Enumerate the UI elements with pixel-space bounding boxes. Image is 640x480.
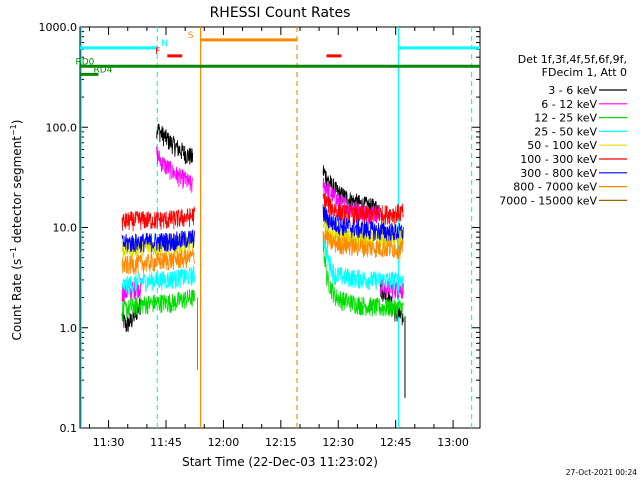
y-tick-label: 0.1 [60, 422, 78, 435]
data-series-trace [121, 277, 142, 304]
chart-title: RHESSI Count Rates [210, 5, 351, 21]
data-series-trace [121, 206, 196, 232]
legend-header-line-2: FDecim 1, Att 0 [542, 66, 627, 79]
flag-label-s: S [188, 31, 194, 41]
x-tick-label: 12:00 [208, 436, 240, 449]
footer-date: 27-Oct-2021 00:24 [566, 468, 637, 477]
x-tick-label: 11:45 [150, 436, 182, 449]
legend-header-line-1: Det 1f,3f,4f,5f,6f,9f, [518, 53, 627, 66]
data-series-trace [322, 231, 404, 292]
flag-label-n: N [161, 39, 168, 49]
y-axis-label-superscript: −1 [9, 247, 18, 259]
data-series-trace [322, 165, 381, 219]
x-tick-label: 12:15 [265, 436, 297, 449]
legend-entry-label: 300 - 800 keV [520, 167, 597, 180]
flag-label-f: F [155, 47, 160, 57]
x-tick-label: 12:45 [380, 436, 412, 449]
data-series-trace [322, 204, 404, 242]
y-tick-label: 10.0 [53, 222, 78, 235]
y-axis-label-part: ) [10, 120, 24, 125]
legend-entry-label: 50 - 100 keV [527, 139, 597, 152]
legend-entry-label: 7000 - 15000 keV [499, 194, 597, 207]
data-series-trace [121, 249, 196, 275]
data-series-trace [121, 229, 196, 253]
y-tick-label: 1.0 [60, 322, 78, 335]
y-tick-label: 100.0 [46, 121, 78, 134]
data-series-trace [121, 264, 196, 296]
flag-label-rd0: RD0 [76, 57, 95, 67]
flag-label-rd4: RD4 [94, 65, 113, 75]
x-axis-label: Start Time (22-Dec-03 11:23:02) [182, 455, 378, 469]
legend-entry-label: 12 - 25 keV [534, 112, 597, 125]
y-axis-label: Count Rate (s−1 detector segment−1) [9, 120, 24, 341]
plot-layer: 1000.0 100.0 10.0 1.0 0.1 11:30 11:45 12:00 12:1… [39, 21, 481, 449]
legend-entry-label: 6 - 12 keV [541, 98, 597, 111]
y-axis-label-superscript: −1 [9, 124, 18, 136]
y-tick-label: 1000.0 [39, 21, 78, 34]
legend-entry-label: 800 - 7000 keV [513, 181, 597, 194]
y-axis-label-part: detector segment [10, 136, 24, 247]
y-axis-label-part: Count Rate (s [10, 259, 24, 341]
legend-entry-label: 25 - 50 keV [534, 125, 597, 138]
data-series-trace [156, 123, 194, 165]
data-series-trace [322, 230, 404, 260]
data-series-trace [322, 192, 404, 226]
x-tick-label: 11:30 [93, 436, 125, 449]
legend-entry-label: 100 - 300 keV [520, 153, 597, 166]
plot-frame [79, 26, 481, 429]
x-tick-label: 12:30 [322, 436, 354, 449]
x-tick-label: 13:00 [437, 436, 469, 449]
data-series-trace [322, 240, 404, 319]
legend-entry-label: 3 - 6 keV [548, 84, 597, 97]
data-series-trace [121, 289, 196, 321]
data-series-trace [156, 146, 193, 193]
